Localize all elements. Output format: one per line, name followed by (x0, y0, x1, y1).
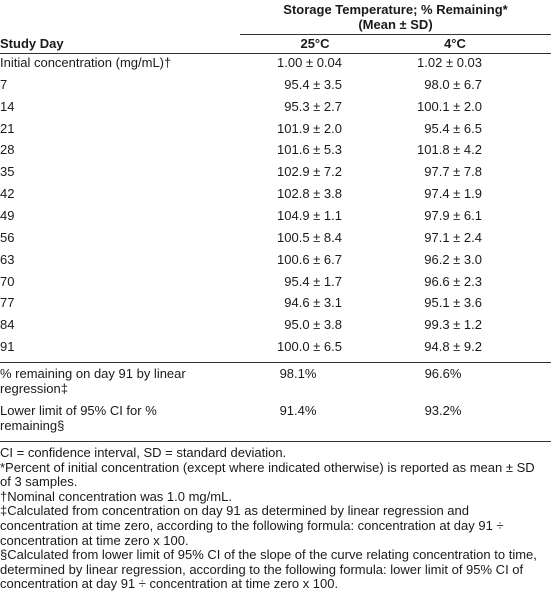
row-label: 77 (0, 295, 15, 311)
row-label: 35 (0, 164, 15, 180)
cell-value: 95.1 ± 3.6 (424, 295, 482, 311)
footnote: CI = confidence interval, SD = standard … (0, 445, 287, 460)
group-header-line: (Mean ± SD) (358, 17, 433, 32)
rule (0, 53, 551, 54)
cell-value: 95.4 ± 3.5 (284, 76, 342, 92)
cell-value: 95.4 ± 1.7 (284, 273, 342, 289)
row-label: 49 (0, 207, 15, 223)
cell-value: 97.1 ± 2.4 (424, 229, 482, 245)
row-label: 84 (0, 317, 15, 333)
rule (0, 362, 551, 363)
row-label: 63 (0, 251, 15, 267)
row-label: 56 (0, 229, 15, 245)
cell-value: 94.8 ± 9.2 (424, 339, 482, 355)
cell-value: 93.2% (424, 403, 462, 418)
cell-value: 96.6 ± 2.3 (424, 273, 482, 289)
cell-value: 100.6 ± 6.7 (277, 251, 342, 267)
row-label: 28 (0, 142, 15, 158)
cell-value: 98.0 ± 6.7 (424, 76, 482, 92)
row-label: 70 (0, 273, 15, 289)
cell-value: 104.9 ± 1.1 (277, 207, 342, 223)
group-header: Storage Temperature; % Remaining* (Mean … (240, 2, 551, 32)
cell-value: 97.9 ± 6.1 (424, 207, 482, 223)
cell-value: 1.02 ± 0.03 (417, 55, 482, 70)
cell-value: 95.3 ± 2.7 (284, 98, 342, 114)
cell-value: 95.0 ± 3.8 (284, 317, 342, 333)
cell-value: 96.6% (424, 366, 462, 381)
column-header: 25°C (300, 36, 330, 51)
row-label: 42 (0, 186, 15, 202)
column-header: 4°C (444, 36, 466, 51)
cell-value: 102.8 ± 3.8 (277, 186, 342, 202)
cell-value: 101.6 ± 5.3 (277, 142, 342, 158)
footnote: §Calculated from lower limit of 95% CI o… (0, 547, 537, 592)
cell-value: 100.1 ± 2.0 (417, 98, 482, 114)
cell-value: 95.4 ± 6.5 (424, 120, 482, 136)
cell-value: 97.7 ± 7.8 (424, 164, 482, 180)
row-label: % remaining on day 91 by linear regressi… (0, 366, 186, 396)
row-label: 7 (0, 76, 8, 92)
group-header-line: Storage Temperature; % Remaining* (283, 2, 508, 17)
row-label: Lower limit of 95% CI for % remaining§ (0, 403, 157, 433)
cell-value: 102.9 ± 7.2 (277, 164, 342, 180)
cell-value: 91.4% (279, 403, 317, 418)
cell-value: 97.4 ± 1.9 (424, 186, 482, 202)
footnote: †Nominal concentration was 1.0 mg/mL. (0, 488, 232, 504)
cell-value: 1.00 ± 0.04 (277, 55, 342, 70)
cell-value: 94.6 ± 3.1 (284, 295, 342, 311)
row-label: 21 (0, 120, 15, 136)
cell-value: 100.0 ± 6.5 (277, 339, 342, 355)
row-label: 91 (0, 339, 15, 355)
footnote: ‡Calculated from concentration on day 91… (0, 503, 504, 548)
rule (240, 34, 551, 35)
footnotes: CI = confidence interval, SD = standard … (0, 445, 548, 592)
cell-value: 96.2 ± 3.0 (424, 251, 482, 267)
cell-value: 98.1% (279, 366, 317, 381)
row-label: 14 (0, 98, 15, 114)
rule (0, 441, 551, 442)
column-header: Study Day (0, 36, 64, 51)
footnote: *Percent of initial concentration (excep… (0, 459, 535, 490)
cell-value: 100.5 ± 8.4 (277, 229, 342, 245)
cell-value: 99.3 ± 1.2 (424, 317, 482, 333)
row-label: Initial concentration (mg/mL)† (0, 55, 172, 70)
cell-value: 101.9 ± 2.0 (277, 120, 342, 136)
cell-value: 101.8 ± 4.2 (417, 142, 482, 158)
